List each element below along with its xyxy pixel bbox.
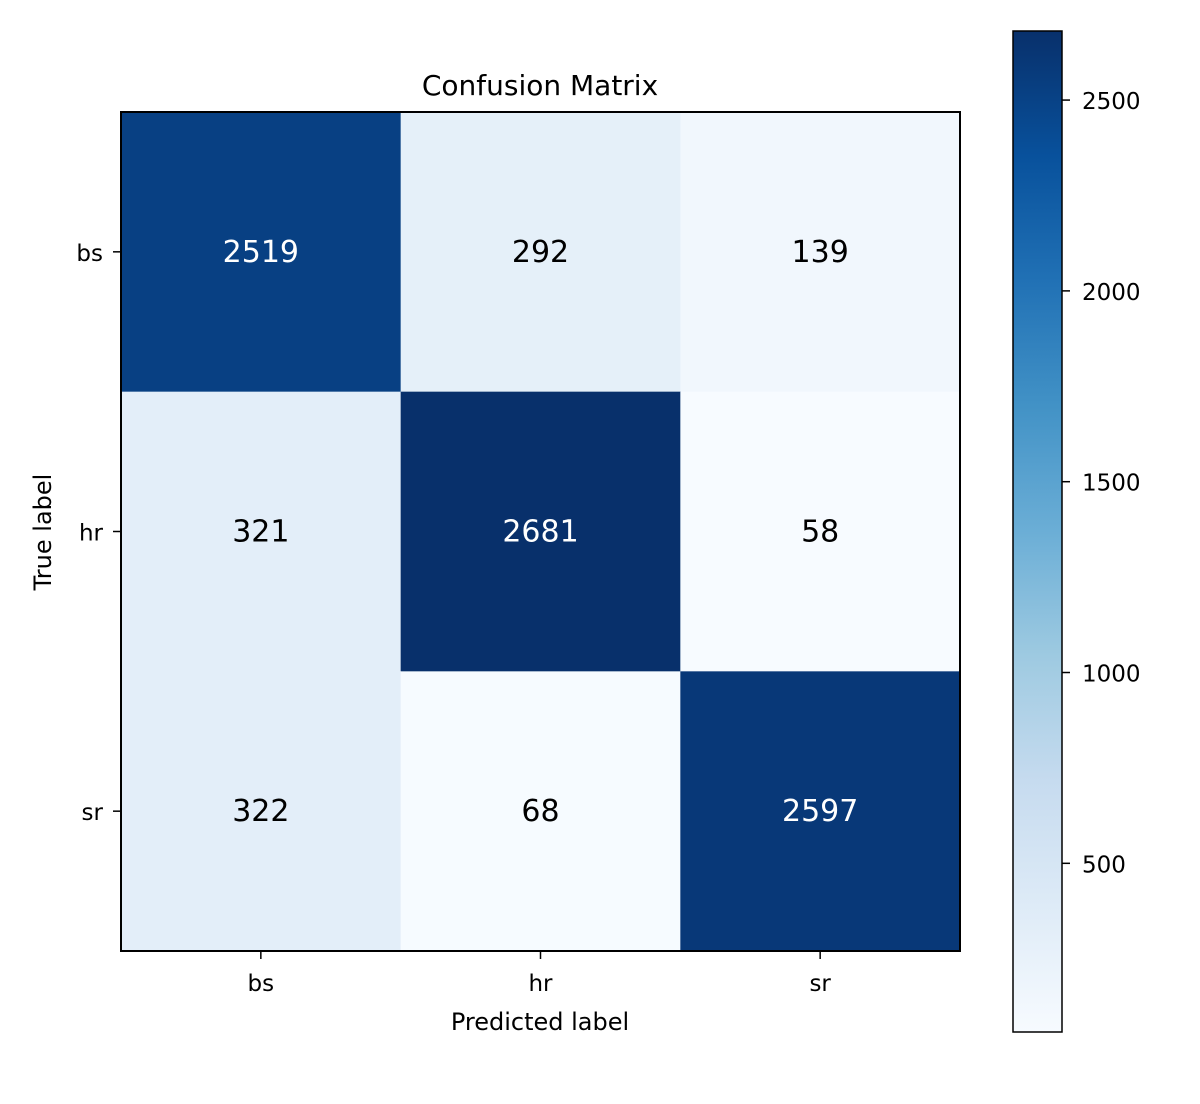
colorbar-tick-label: 500 [1082, 852, 1126, 878]
heatmap-cell-labels: 2519 292 139 321 2681 58 322 68 2597 [223, 235, 859, 829]
cell-value-label: 68 [521, 794, 559, 829]
heatmap-cell [121, 112, 402, 393]
y-tick-label: hr [79, 521, 104, 547]
chart-title: Confusion Matrix [422, 69, 658, 102]
cell-value-label: 2519 [223, 235, 299, 270]
colorbar-tick-label: 2500 [1082, 89, 1141, 115]
heatmap-cell [680, 391, 961, 672]
x-tick-label: sr [809, 971, 831, 997]
x-axis-ticks: bs hr sr [248, 951, 831, 997]
colorbar-gradient [1012, 30, 1063, 1033]
x-axis-label: Predicted label [451, 1008, 629, 1036]
heatmap-cell [121, 391, 402, 672]
y-tick-label: sr [82, 800, 104, 826]
colorbar-tick-label: 2000 [1082, 280, 1141, 306]
heatmap-cells [121, 112, 961, 952]
cell-value-label: 139 [792, 235, 849, 270]
heatmap-cell [680, 671, 961, 952]
heatmap-cell [400, 391, 681, 672]
cell-value-label: 2681 [502, 515, 578, 550]
y-tick-label: bs [76, 241, 103, 267]
cell-value-label: 292 [512, 235, 569, 270]
x-tick-label: bs [248, 971, 275, 997]
cell-value-label: 322 [232, 794, 289, 829]
colorbar: 500 1000 1500 2000 2500 [1012, 30, 1141, 1033]
x-tick-label: hr [528, 971, 553, 997]
y-axis-ticks: bs hr sr [76, 241, 121, 826]
colorbar-tick-label: 1500 [1082, 471, 1141, 497]
cell-value-label: 321 [232, 515, 289, 550]
heatmap-cell [121, 671, 402, 952]
heatmap-cell [680, 112, 961, 393]
cell-value-label: 2597 [782, 794, 858, 829]
cell-value-label: 58 [801, 515, 839, 550]
colorbar-tick-label: 1000 [1082, 662, 1141, 688]
heatmap-cell [400, 671, 681, 952]
heatmap-cell [400, 112, 681, 393]
y-axis-label: True label [29, 474, 57, 592]
